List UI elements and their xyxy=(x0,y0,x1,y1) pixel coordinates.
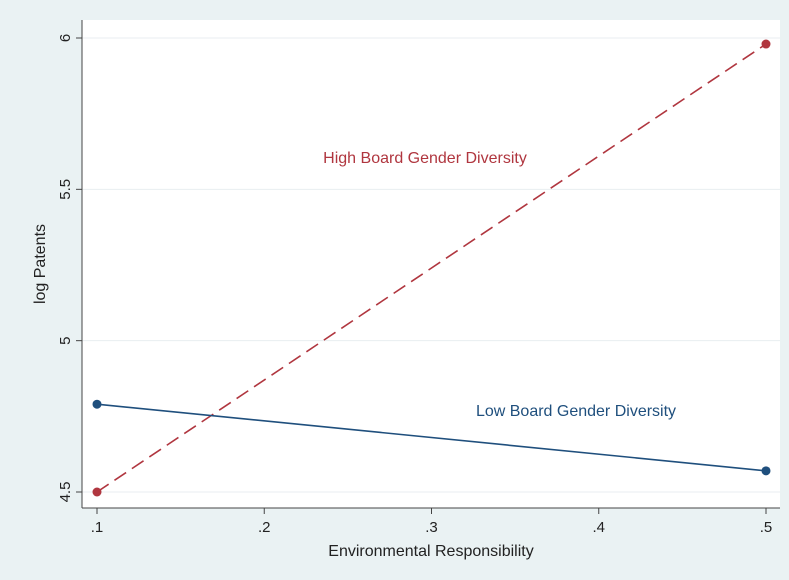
x-axis-ticks: .1 .2 .3 .4 .5 xyxy=(91,508,773,536)
series-line-high xyxy=(96,43,767,493)
y-axis-title: log Patents xyxy=(32,224,49,304)
data-point-low xyxy=(92,399,102,409)
x-tick-label: .2 xyxy=(258,519,271,536)
series-group xyxy=(92,39,771,497)
x-tick-label: .3 xyxy=(425,519,438,536)
series-annotations: High Board Gender Diversity Low Board Gen… xyxy=(323,150,676,420)
data-point-low xyxy=(761,466,771,476)
gridlines xyxy=(82,37,780,493)
y-tick-label: 4.5 xyxy=(57,482,74,503)
x-tick-label: .1 xyxy=(91,519,104,536)
x-tick-label: .5 xyxy=(760,519,773,536)
plot-area xyxy=(82,20,780,508)
y-tick-label: 5 xyxy=(57,336,74,344)
series-line-low xyxy=(96,403,767,472)
x-axis-title: Environmental Responsibility xyxy=(328,543,533,560)
data-point-high xyxy=(761,39,771,49)
data-point-high xyxy=(92,487,102,497)
y-tick-label: 5.5 xyxy=(57,179,74,200)
x-tick-label: .4 xyxy=(592,519,605,536)
series-label-high: High Board Gender Diversity xyxy=(323,150,527,167)
y-tick-label: 6 xyxy=(57,34,74,42)
y-axis-ticks: 4.5 5 5.5 6 xyxy=(57,34,82,503)
series-label-low: Low Board Gender Diversity xyxy=(476,403,676,420)
